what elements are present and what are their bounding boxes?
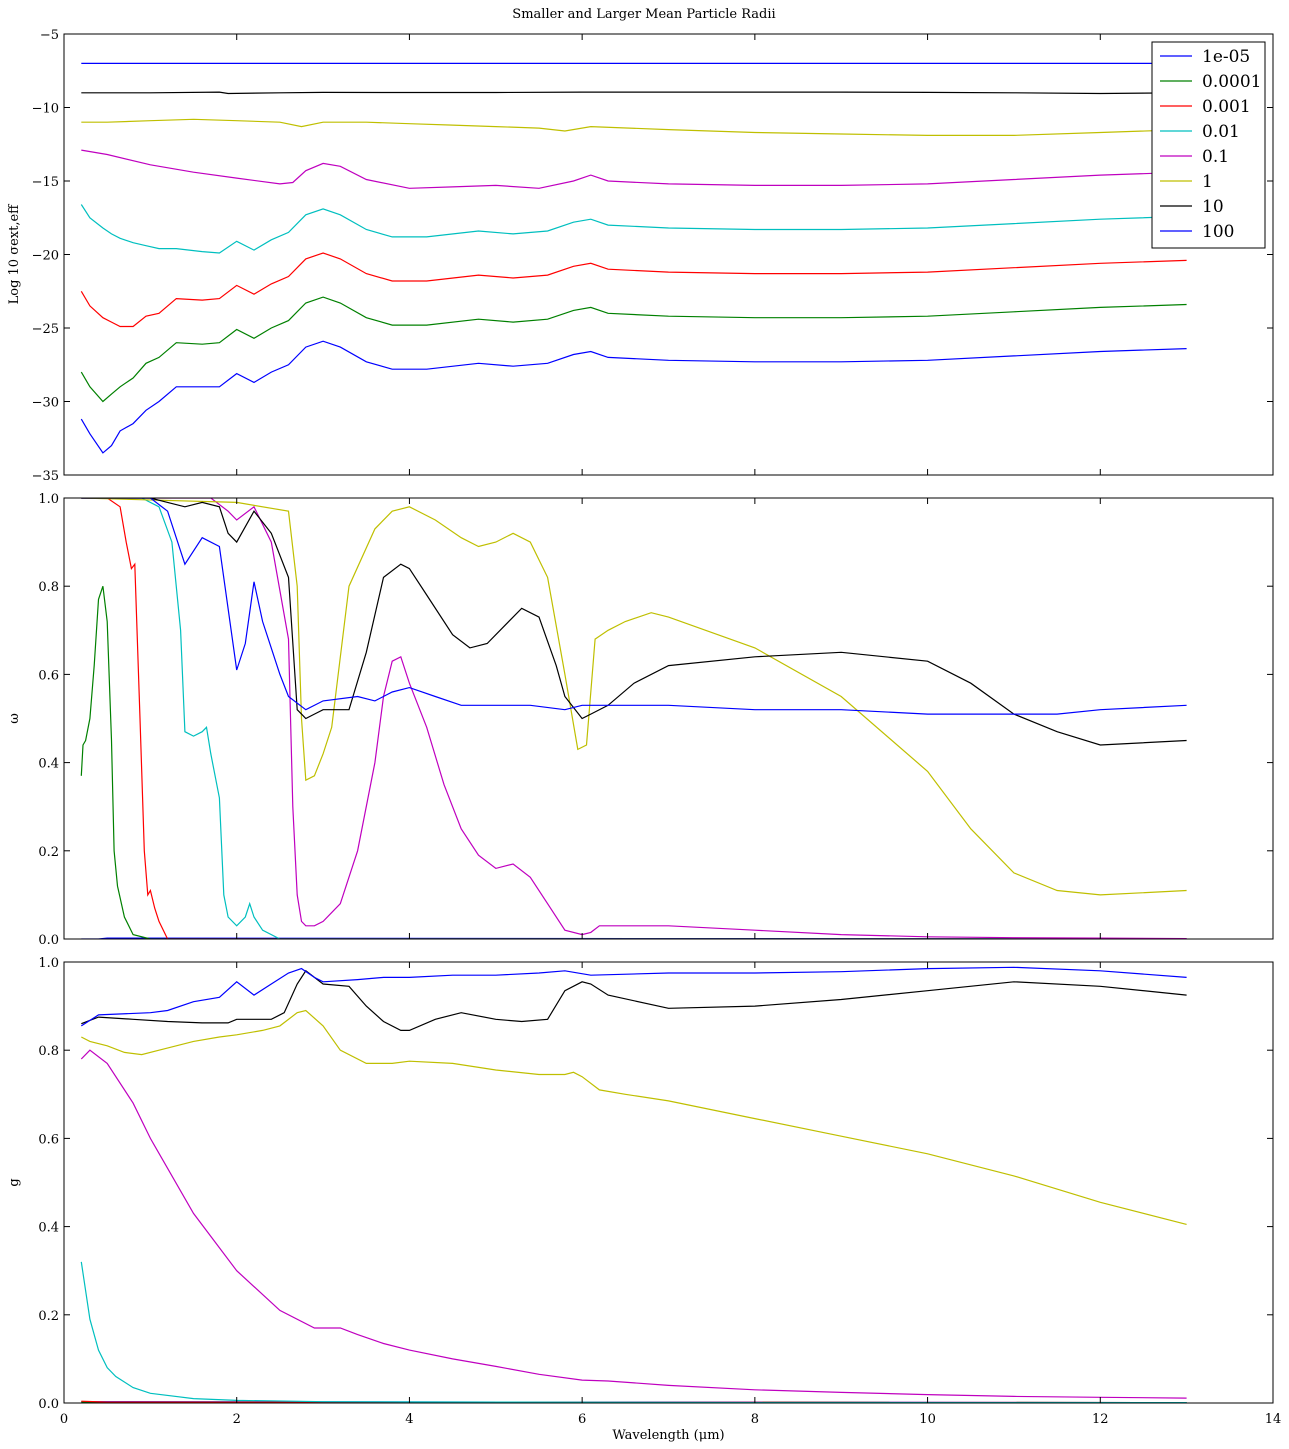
legend: 1e-05 0.0001 0.001 0.01 0.1 1 10 100 <box>1151 41 1266 249</box>
panel-single-scattering-albedo: 0.0 0.2 0.4 0.6 0.8 1.0 ω <box>7 492 1274 948</box>
y-tick-label: 0.8 <box>38 580 59 595</box>
legend-label: 10 <box>1202 197 1224 217</box>
series-line-10 <box>81 91 1187 95</box>
y-tick-label: 0.0 <box>38 933 59 948</box>
y-tick-label: 0.4 <box>38 1221 59 1236</box>
x-tick-label: 2 <box>233 1412 241 1427</box>
legend-label: 1 <box>1202 172 1213 192</box>
legend-label: 0.1 <box>1202 147 1229 167</box>
series-line-1 <box>81 1009 1187 1225</box>
series-line-10 <box>81 969 1187 1032</box>
series-line-0.0001 <box>80 296 1187 403</box>
y-tick-label: 0.0 <box>38 1397 59 1412</box>
series-line-1e-05 <box>80 340 1187 454</box>
y-axis-label: Log 10 σext,eff <box>7 203 22 305</box>
x-tick-label: 0 <box>60 1412 68 1427</box>
y-tick-label: 1.0 <box>38 956 59 971</box>
x-axis-label: Wavelength (μm) <box>612 1428 724 1443</box>
x-tick-label: 4 <box>405 1412 413 1427</box>
legend-label: 0.01 <box>1202 122 1240 142</box>
y-tick-label: 0.6 <box>38 1132 59 1147</box>
y-axis-label: g <box>7 1178 22 1186</box>
axes-frame <box>63 497 1274 940</box>
y-tick-label: −15 <box>32 175 59 190</box>
legend-label: 1e-05 <box>1202 47 1250 67</box>
series-line-100 <box>80 966 1187 1027</box>
x-tick-label: 8 <box>751 1412 759 1427</box>
series-group <box>80 498 1187 939</box>
legend-label: 0.001 <box>1202 97 1251 117</box>
y-tick-label: −25 <box>32 322 59 337</box>
panel-extinction: −35 −30 −25 −20 −15 −10 −5 Log 10 σext,eff 1e-05… <box>7 28 1274 484</box>
figure-title: Smaller and Larger Mean Particle Radii <box>512 7 775 22</box>
series-line-0.001 <box>81 498 1187 939</box>
x-tick-label: 12 <box>1092 1412 1109 1427</box>
legend-label: 0.0001 <box>1202 72 1261 92</box>
legend-label: 100 <box>1202 222 1234 242</box>
series-line-1 <box>81 118 1187 136</box>
series-line-0.1 <box>81 149 1187 189</box>
x-tick-label: 10 <box>919 1412 936 1427</box>
y-tick-label: −35 <box>32 469 59 484</box>
y-tick-label: −20 <box>32 249 59 264</box>
series-group <box>80 966 1187 1403</box>
series-line-0.0001 <box>80 586 1187 939</box>
series-line-100 <box>81 498 1187 715</box>
x-tick-label: 14 <box>1265 1412 1282 1427</box>
y-tick-label: −30 <box>32 396 59 411</box>
series-group <box>80 62 1187 454</box>
y-tick-label: 0.2 <box>38 1309 59 1324</box>
series-line-0.1 <box>81 498 1187 939</box>
series-line-0.01 <box>81 498 1187 939</box>
y-tick-label: 1.0 <box>38 492 59 507</box>
series-line-1 <box>81 498 1187 896</box>
series-line-10 <box>81 498 1187 746</box>
axes-frame <box>63 961 1274 1404</box>
y-tick-label: 0.6 <box>38 668 59 683</box>
x-tick-label: 6 <box>578 1412 586 1427</box>
y-tick-label: −5 <box>40 28 59 43</box>
y-tick-label: 0.2 <box>38 845 59 860</box>
series-line-0.001 <box>80 252 1187 328</box>
y-tick-label: 0.8 <box>38 1044 59 1059</box>
series-line-0.01 <box>80 204 1187 254</box>
y-axis-label: ω <box>7 713 22 724</box>
y-tick-label: −10 <box>32 102 59 117</box>
legend-box <box>1151 41 1266 249</box>
series-line-0.01 <box>80 1261 1187 1403</box>
series-line-0.1 <box>80 1049 1187 1399</box>
y-tick-label: 0.4 <box>38 757 59 772</box>
axes-frame <box>63 33 1274 476</box>
panel-asymmetry-parameter: 0.0 0.2 0.4 0.6 0.8 1.0 0 2 4 6 8 10 12 14 g Wavelength… <box>7 956 1281 1443</box>
